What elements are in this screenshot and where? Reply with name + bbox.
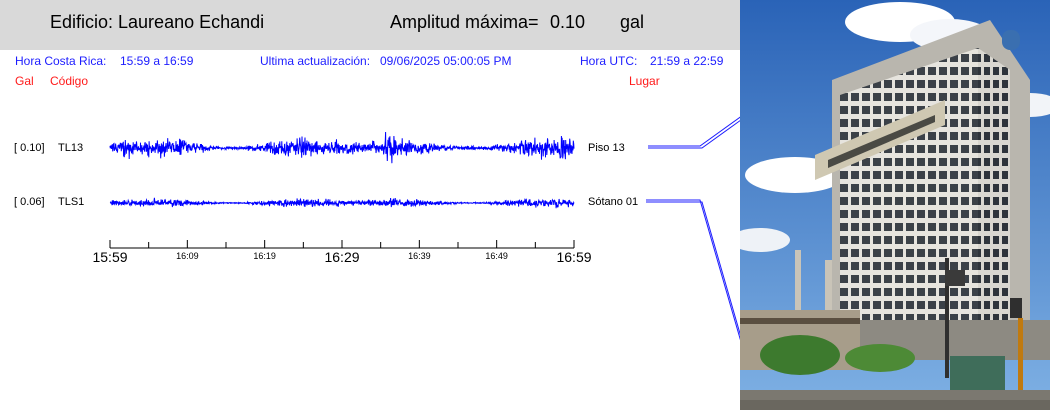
costa-rica-time-range: 15:59 a 16:59	[120, 54, 194, 68]
amplitude-value: 0.10	[550, 12, 586, 32]
trace-tl13	[109, 131, 575, 164]
title-bar: Edificio: Laureano Echandi Amplitud máxi…	[0, 0, 740, 50]
leader-piso-13	[648, 120, 740, 149]
channel-1-amplitude: [ 0.10]	[14, 142, 45, 154]
time-tick-label: 16:49	[485, 251, 508, 261]
last-update-label: Ultima actualización:	[260, 54, 371, 68]
costa-rica-time-label: Hora Costa Rica:	[15, 54, 107, 68]
channel-2-place: Sótano 01	[588, 196, 639, 208]
last-update-value: 09/06/2025 05:00:05 PM	[380, 54, 512, 68]
channel-2-code: TLS1	[58, 196, 85, 208]
time-axis-ticks	[109, 240, 575, 248]
column-place: Lugar	[629, 74, 660, 88]
time-tick-label: 16:29	[324, 249, 360, 265]
time-tick-label: 16:39	[408, 251, 431, 261]
column-gal: Gal	[15, 74, 34, 88]
utc-time-label: Hora UTC:	[580, 54, 638, 68]
channel-2-amplitude: [ 0.06]	[14, 196, 45, 208]
channel-1-place: Piso 13	[588, 142, 625, 154]
time-tick-label: 16:09	[176, 251, 199, 261]
leader-piso-13	[648, 116, 740, 147]
column-code: Código	[50, 74, 89, 88]
time-tick-label: 16:19	[253, 251, 276, 261]
amplitude-unit: gal	[620, 12, 645, 32]
building-photo	[740, 0, 1050, 410]
utc-time-range: 21:59 a 22:59	[650, 54, 724, 68]
channel-1-code: TL13	[58, 142, 84, 154]
time-tick-label: 15:59	[92, 249, 128, 265]
leader-sotano-01	[646, 199, 740, 341]
amplitude-label: Amplitud máxima=	[390, 12, 539, 32]
building-title: Edificio: Laureano Echandi	[50, 12, 265, 32]
seismogram-plot	[109, 116, 740, 341]
time-tick-label: 16:59	[556, 249, 592, 265]
trace-tls1	[109, 197, 575, 209]
leader-sotano-01	[646, 201, 740, 336]
